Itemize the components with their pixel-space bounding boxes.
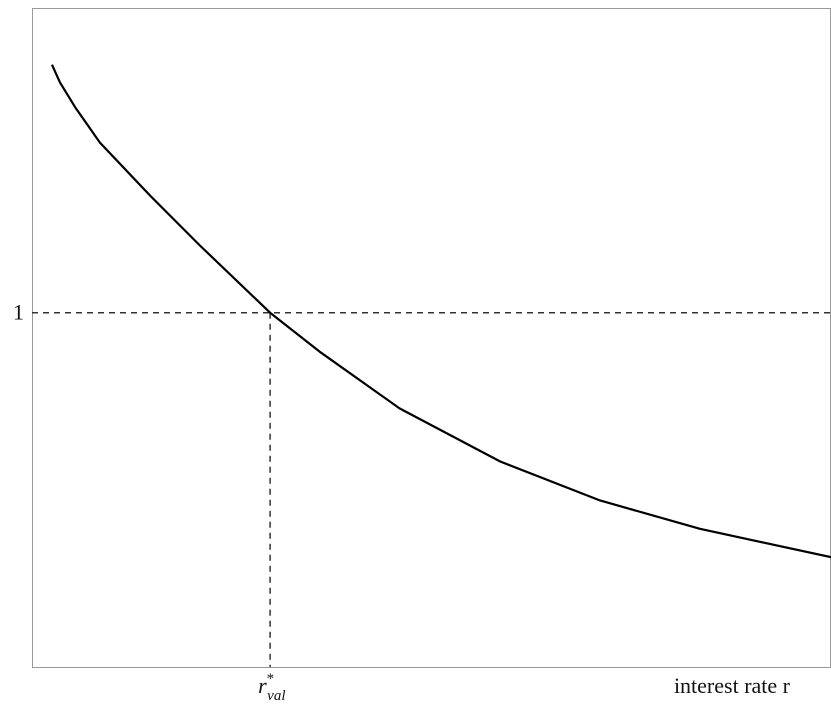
x-tick-subscript: val	[267, 688, 285, 704]
plot-frame	[32, 8, 831, 668]
x-axis-label: interest rate r	[674, 673, 791, 698]
x-tick-base: r	[258, 673, 267, 698]
x-tick-label: r* val	[258, 671, 285, 704]
y-tick-label: 1	[13, 300, 24, 325]
curve	[50, 64, 831, 559]
x-tick-superscript: *	[267, 671, 275, 687]
